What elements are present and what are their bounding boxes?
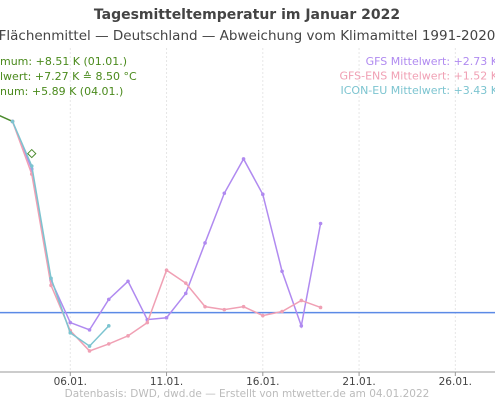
data-point bbox=[299, 324, 304, 328]
data-point bbox=[87, 349, 92, 353]
data-point bbox=[203, 304, 207, 309]
data-point bbox=[49, 276, 53, 281]
data-point bbox=[87, 344, 92, 348]
footer: Datenbasis: DWD, dwd.de — Erstellt von m… bbox=[65, 388, 430, 400]
data-point bbox=[106, 297, 111, 302]
x-tick-label: 16.01. bbox=[246, 376, 279, 388]
legend-entry: GFS-ENS Mittelwert: +1.52 K bbox=[340, 70, 495, 83]
data-point bbox=[318, 305, 323, 310]
data-point bbox=[183, 281, 188, 285]
stat-label: lwert: +7.27 K ≙ 8.50 °C bbox=[0, 70, 137, 83]
data-point bbox=[299, 298, 304, 303]
data-point bbox=[106, 342, 111, 346]
data-point bbox=[145, 320, 150, 325]
data-point bbox=[126, 334, 130, 338]
data-point bbox=[164, 315, 169, 320]
x-tick-label: 21.01. bbox=[342, 376, 375, 388]
data-point bbox=[106, 324, 111, 328]
data-point bbox=[241, 304, 246, 309]
legend-entry: GFS Mittelwert: +2.73 K bbox=[366, 55, 495, 68]
stat-label: mum: +8.51 K (01.01.) bbox=[0, 55, 127, 68]
plot-area bbox=[0, 48, 495, 372]
data-point bbox=[222, 191, 227, 196]
data-point bbox=[222, 307, 227, 312]
x-tick-label: 06.01. bbox=[54, 376, 87, 388]
series-line bbox=[0, 115, 13, 123]
data-point bbox=[318, 221, 323, 226]
data-point bbox=[280, 309, 284, 314]
data-point bbox=[68, 320, 73, 325]
data-point bbox=[183, 291, 188, 296]
legend-entry: ICON-EU Mittelwert: +3.43 K bbox=[341, 84, 495, 97]
data-point bbox=[49, 283, 53, 288]
data-point bbox=[29, 164, 34, 168]
chart-subtitle: Flächenmittel — Deutschland — Abweichung… bbox=[0, 28, 495, 44]
data-point bbox=[241, 157, 246, 161]
x-tick-label: 11.01. bbox=[150, 376, 183, 388]
data-point bbox=[10, 119, 15, 124]
chart-title: Tagesmitteltemperatur im Januar 2022 bbox=[94, 7, 400, 23]
data-point bbox=[261, 192, 265, 197]
data-point bbox=[280, 269, 284, 274]
data-point bbox=[164, 268, 169, 273]
stat-label: num: +5.89 K (04.01.) bbox=[0, 85, 123, 98]
x-tick-label: 26.01. bbox=[439, 376, 472, 388]
data-point bbox=[87, 328, 92, 332]
series-line bbox=[11, 121, 110, 348]
data-point bbox=[126, 279, 130, 284]
data-point bbox=[68, 331, 73, 335]
data-point bbox=[261, 313, 265, 318]
marker bbox=[27, 148, 37, 159]
data-point bbox=[203, 241, 207, 245]
